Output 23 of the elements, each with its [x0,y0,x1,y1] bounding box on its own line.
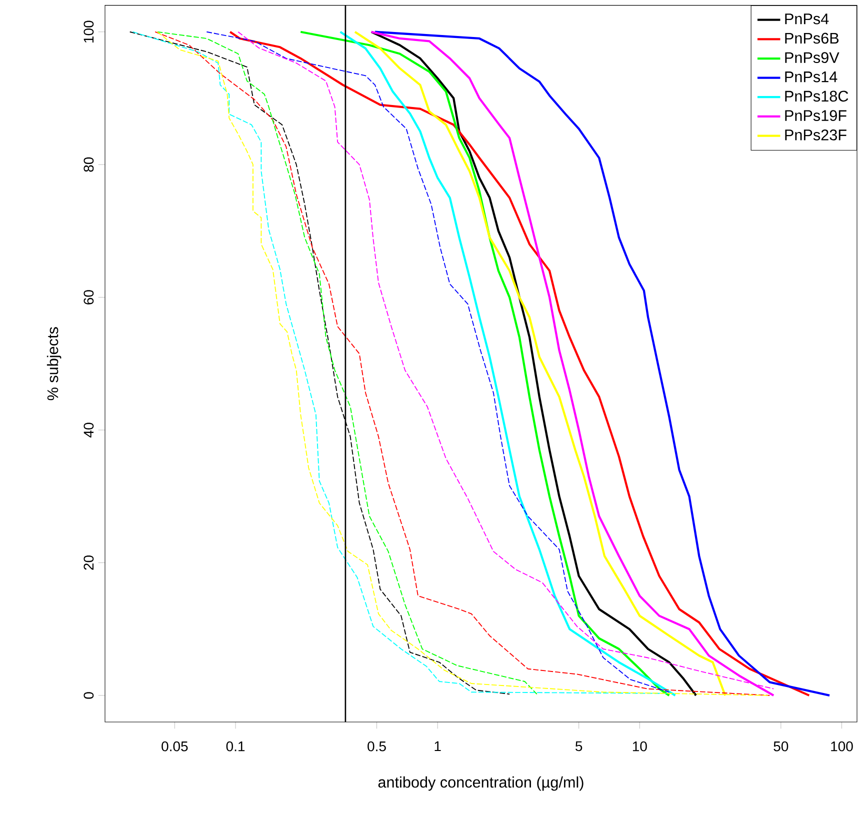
y-tick-label: 0 [84,692,94,699]
y-axis-title: % subjects [46,327,62,400]
legend-label: PnPs18C [785,90,848,102]
legend-label: PnPs9V [785,52,840,64]
x-tick-label: 0.05 [162,741,188,752]
x-tick-label: 5 [576,741,582,752]
x-tick-label: 50 [774,741,788,752]
x-tick-label: 0.5 [368,741,386,752]
x-axis-title: antibody concentration (µg/ml) [378,776,584,791]
y-tick-label: 80 [84,157,94,172]
legend-label: PnPs4 [785,14,829,24]
y-tick-label: 60 [84,290,94,304]
y-tick-label: 100 [84,20,94,42]
y-tick-label: 20 [84,555,94,570]
y-tick-label: 40 [84,422,94,438]
x-tick-label: 0.1 [226,741,245,752]
x-tick-label: 10 [632,741,647,752]
legend-label: PnPs14 [785,72,838,82]
legend-label: PnPs6B [785,32,839,44]
legend-label: PnPs23F [785,130,846,140]
x-tick-label: 1 [434,741,441,751]
x-tick-label: 100 [831,741,853,752]
legend-label: PnPs19F [785,110,846,121]
